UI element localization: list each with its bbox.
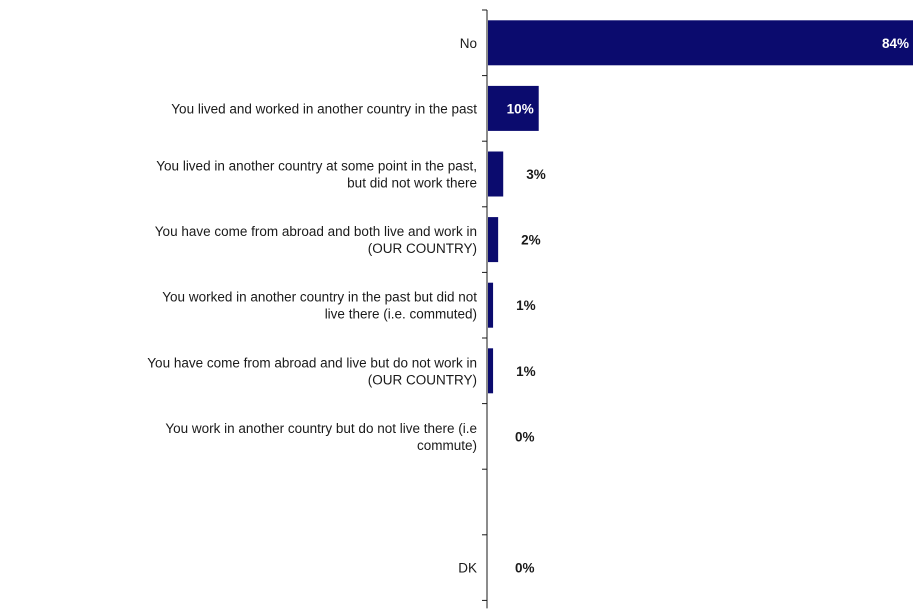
value-labels-group: 84% 10% 3% 2% 1% 1% 0% 0% <box>507 36 909 576</box>
bars-group <box>488 20 913 394</box>
category-label-line: (OUR COUNTRY) <box>368 241 477 256</box>
value-label: 2% <box>521 233 541 248</box>
category-label-line: You have come from abroad and live but d… <box>147 355 477 370</box>
category-label: No <box>460 36 477 51</box>
bar <box>488 85 539 131</box>
category-label-line: You lived in another country at some poi… <box>156 159 477 174</box>
bar <box>488 151 504 197</box>
value-label: 0% <box>515 561 535 576</box>
category-label-line: live there (i.e. commuted) <box>325 307 477 322</box>
category-label-line: No <box>460 36 477 51</box>
value-label: 1% <box>516 364 536 379</box>
category-label-line: You lived and worked in another country … <box>171 101 477 116</box>
bar <box>488 20 913 66</box>
value-label: 0% <box>515 429 535 444</box>
bar <box>488 217 499 263</box>
category-label-line: You have come from abroad and both live … <box>155 224 477 239</box>
category-labels-group: No You lived and worked in another countr… <box>147 36 477 576</box>
category-label: You lived and worked in another country … <box>171 101 477 116</box>
category-label: You worked in another country in the pas… <box>162 290 477 322</box>
value-label: 3% <box>526 167 546 182</box>
category-label-line: DK <box>458 561 477 576</box>
value-label: 84% <box>882 36 909 51</box>
category-label: You have come from abroad and both live … <box>155 224 477 256</box>
bar <box>488 282 494 328</box>
category-label-line: (OUR COUNTRY) <box>368 372 477 387</box>
category-label-line: You worked in another country in the pas… <box>162 290 477 305</box>
category-label: You lived in another country at some poi… <box>156 159 477 191</box>
category-label-line: You work in another country but do not l… <box>165 421 477 436</box>
value-label: 1% <box>516 298 536 313</box>
category-label: You have come from abroad and live but d… <box>147 355 477 387</box>
category-label: DK <box>458 561 477 576</box>
category-label-line: but did not work there <box>347 176 477 191</box>
value-label: 10% <box>507 101 534 116</box>
category-label-line: commute) <box>417 438 477 453</box>
category-label: You work in another country but do not l… <box>165 421 477 453</box>
category-axis <box>482 9 488 609</box>
bar <box>488 348 494 394</box>
